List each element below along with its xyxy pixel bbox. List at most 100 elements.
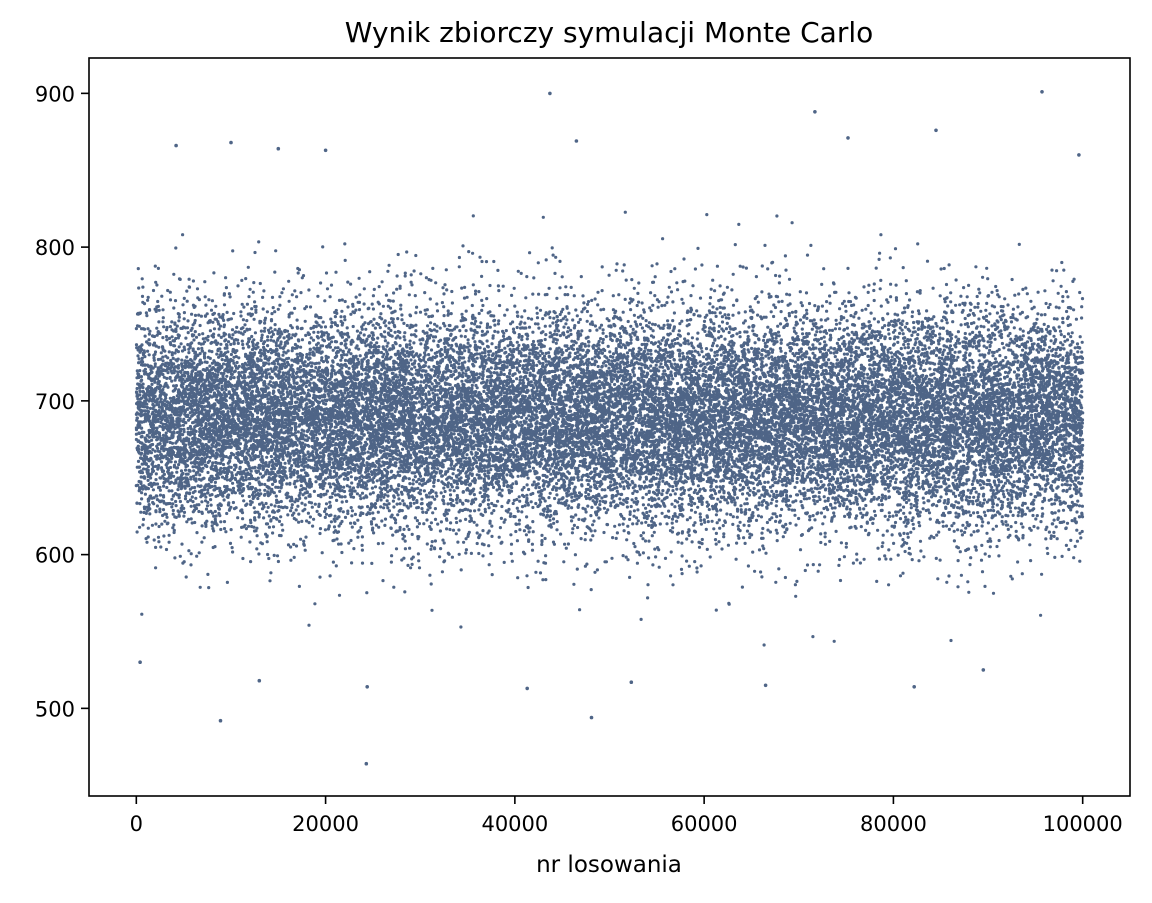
data-point: [417, 522, 421, 526]
data-point: [266, 552, 270, 557]
data-point: [971, 330, 975, 334]
data-point: [617, 293, 621, 297]
data-point: [1036, 526, 1040, 530]
data-point: [328, 500, 332, 504]
data-point: [676, 540, 680, 544]
data-point: [183, 486, 187, 490]
data-point: [527, 487, 531, 492]
data-point: [1000, 341, 1005, 346]
data-point: [954, 303, 958, 307]
data-point: [864, 307, 868, 311]
data-point: [392, 291, 396, 295]
data-point: [168, 290, 172, 294]
data-point: [396, 317, 400, 321]
data-point: [170, 320, 174, 324]
data-point: [548, 316, 552, 320]
data-point: [566, 330, 570, 334]
data-point: [704, 370, 708, 374]
data-point: [583, 531, 588, 536]
data-point: [1053, 511, 1057, 515]
data-point: [1035, 514, 1039, 518]
data-point: [937, 445, 941, 449]
data-point: [490, 524, 494, 528]
data-point: [518, 499, 522, 503]
data-point: [224, 286, 228, 290]
data-point: [971, 365, 975, 369]
data-point: [655, 262, 659, 266]
data-point: [253, 331, 257, 335]
data-point: [313, 602, 317, 606]
data-point: [310, 505, 314, 509]
data-point: [207, 298, 211, 302]
data-point: [957, 473, 961, 477]
data-point: [532, 441, 536, 446]
data-point: [321, 245, 325, 249]
data-point: [1029, 299, 1033, 303]
data-point: [774, 504, 778, 508]
data-point: [959, 573, 964, 577]
data-point: [561, 307, 565, 311]
data-point: [599, 308, 603, 312]
data-point: [685, 518, 690, 522]
data-point: [1003, 481, 1008, 485]
data-point: [951, 320, 955, 324]
data-point: [213, 317, 217, 321]
data-point: [928, 517, 932, 521]
data-point: [555, 528, 559, 532]
data-point: [881, 533, 885, 537]
data-point: [405, 250, 409, 254]
data-point: [180, 358, 184, 362]
data-point: [1016, 305, 1020, 309]
data-point: [823, 340, 827, 344]
data-point: [1067, 434, 1071, 438]
data-point: [175, 470, 179, 474]
data-point: [1043, 313, 1047, 317]
data-point: [988, 348, 992, 352]
data-point: [490, 511, 494, 515]
data-point: [174, 504, 178, 508]
data-point: [1000, 515, 1004, 519]
data-point: [304, 496, 308, 500]
data-point: [590, 357, 594, 361]
data-point: [866, 303, 870, 308]
data-point: [1005, 488, 1009, 492]
data-point: [172, 384, 176, 388]
data-point: [355, 492, 359, 496]
data-point: [812, 402, 816, 406]
data-point: [461, 502, 465, 506]
data-point: [257, 430, 261, 434]
data-point: [197, 333, 201, 337]
data-point: [1055, 486, 1059, 490]
data-point: [858, 561, 863, 565]
data-point: [577, 320, 581, 324]
data-point: [323, 528, 327, 532]
data-point: [988, 537, 992, 541]
data-point: [358, 494, 362, 498]
data-point: [982, 492, 986, 496]
data-point: [478, 255, 482, 259]
data-point: [726, 543, 731, 547]
data-point: [904, 515, 908, 519]
data-point: [464, 548, 468, 552]
data-point: [242, 499, 246, 503]
data-point: [422, 489, 426, 493]
data-point: [972, 530, 976, 534]
data-point: [935, 504, 939, 508]
data-point: [1064, 470, 1068, 474]
data-point: [447, 467, 451, 471]
data-point: [988, 545, 992, 549]
data-point: [263, 402, 267, 407]
data-point: [245, 319, 249, 323]
data-point: [482, 389, 486, 394]
data-point: [391, 533, 395, 537]
data-point: [493, 323, 497, 327]
data-point: [382, 506, 386, 510]
data-point: [530, 542, 535, 546]
data-point: [726, 313, 731, 317]
data-point: [436, 467, 440, 471]
data-point: [137, 324, 141, 328]
data-point: [1048, 345, 1052, 349]
data-point: [451, 472, 455, 476]
data-point: [705, 547, 709, 552]
